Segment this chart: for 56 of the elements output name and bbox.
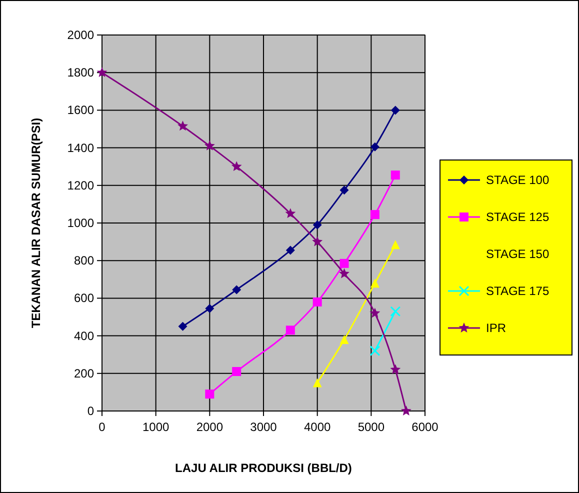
point xyxy=(231,161,242,172)
point xyxy=(232,367,242,376)
point xyxy=(339,268,350,278)
y-tick-label: 1600 xyxy=(67,103,94,118)
y-tick-label: 600 xyxy=(74,291,94,306)
point xyxy=(204,140,215,150)
x-tick-label: 4000 xyxy=(304,420,332,434)
y-tick-label: 800 xyxy=(74,254,94,268)
point xyxy=(390,364,401,374)
y-tick-label: 2000 xyxy=(67,28,94,42)
y-tick-label: 0 xyxy=(87,404,94,418)
legend-label: STAGE 175 xyxy=(486,284,550,298)
x-tick-label: 1000 xyxy=(142,420,170,434)
point xyxy=(232,285,242,294)
x-tick-label: 0 xyxy=(98,420,106,434)
point xyxy=(390,106,400,115)
point xyxy=(370,142,380,152)
y-axis-title: TEKANAN ALIR DASAR SUMUR(PSI) xyxy=(29,118,43,328)
point xyxy=(312,236,323,246)
point xyxy=(178,322,188,331)
y-tick-label: 1800 xyxy=(67,66,94,80)
x-tick-label: 2000 xyxy=(196,420,224,434)
point xyxy=(370,278,380,288)
point xyxy=(205,390,214,399)
y-tick-label: 1200 xyxy=(67,178,94,192)
x-axis-title: LAJU ALIR PRODUKSI (BBL/D) xyxy=(175,461,352,475)
point xyxy=(390,240,400,250)
legend-label: STAGE 100 xyxy=(486,173,550,187)
point xyxy=(312,297,322,306)
point xyxy=(96,67,108,78)
point xyxy=(286,246,295,255)
point xyxy=(400,406,412,416)
point xyxy=(205,304,214,314)
text: STAGE 150 xyxy=(486,247,550,261)
point xyxy=(178,120,188,131)
point xyxy=(340,258,349,268)
x-tick-label: 3000 xyxy=(250,420,278,434)
point xyxy=(370,346,380,356)
x-tick-label: 5000 xyxy=(358,420,385,434)
point xyxy=(312,378,322,388)
y-tick-label: 1400 xyxy=(67,140,94,155)
point xyxy=(340,186,349,195)
y-tick-label: 1000 xyxy=(67,216,94,230)
y-tick-label: 400 xyxy=(74,328,94,343)
legend-label: IPR xyxy=(486,321,506,335)
point xyxy=(370,308,380,318)
point xyxy=(390,306,401,317)
point xyxy=(390,170,400,180)
x-tick-label: 6000 xyxy=(412,420,439,434)
point xyxy=(285,208,296,218)
legend-label: STAGE 125 xyxy=(486,210,550,224)
point xyxy=(340,335,349,344)
point xyxy=(370,210,380,220)
point xyxy=(286,326,295,335)
point xyxy=(312,220,322,230)
y-tick-label: 200 xyxy=(74,366,94,380)
